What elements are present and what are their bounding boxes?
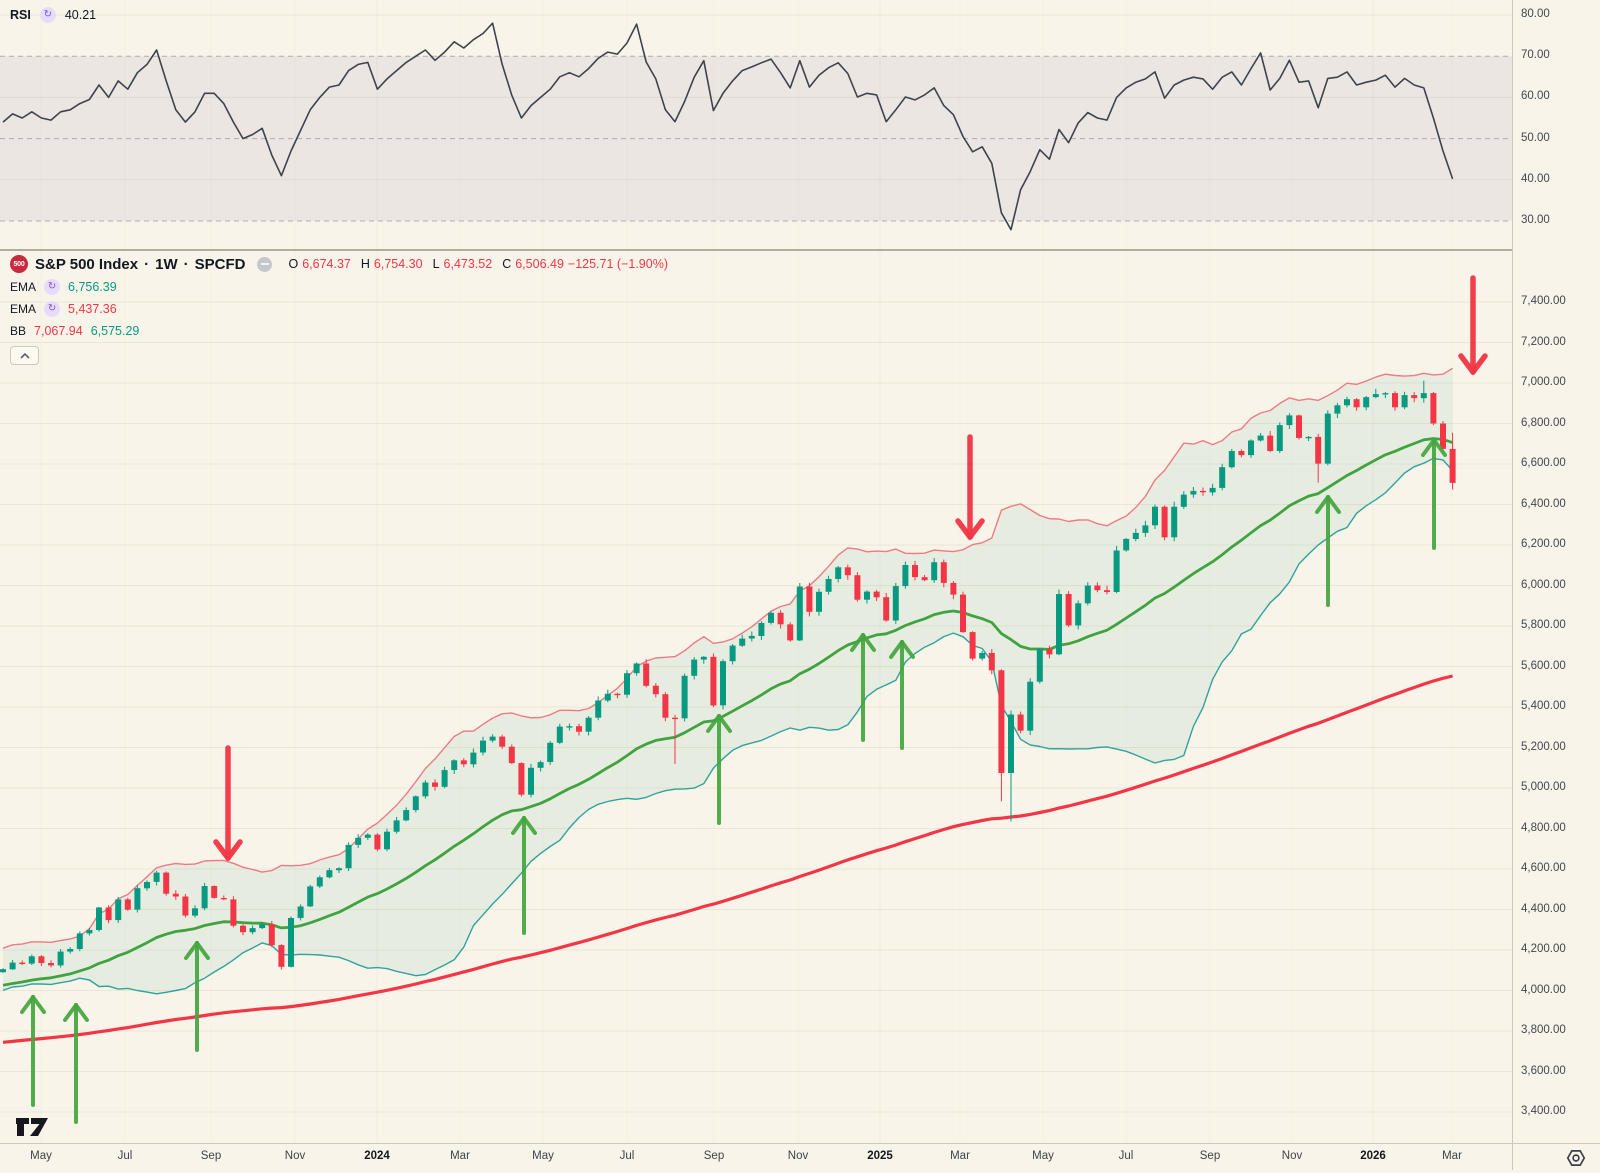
price-axis-tick: 4,400.00 <box>1521 902 1566 915</box>
indicator-row-ema-fast[interactable]: EMA ↻ 6,756.39 <box>10 278 668 295</box>
price-axis-tick: 6,400.00 <box>1521 497 1566 510</box>
symbol-badge-icon: 500 <box>10 255 28 273</box>
axis-settings-button[interactable] <box>1566 1148 1586 1168</box>
price-axis-tick: 6,800.00 <box>1521 416 1566 429</box>
rsi-value: 40.21 <box>64 8 97 22</box>
rsi-axis-tick: 80.00 <box>1521 8 1550 20</box>
time-axis-label: Mar <box>950 1150 970 1162</box>
pane-divider[interactable] <box>0 249 1600 251</box>
tradingview-logo-icon[interactable] <box>14 1115 52 1139</box>
price-axis-tick: 5,600.00 <box>1521 659 1566 672</box>
rsi-label: RSI <box>10 8 31 22</box>
price-axis-tick: 5,200.00 <box>1521 740 1566 753</box>
open-value: 6,674.37 <box>302 257 351 271</box>
time-axis-label: Nov <box>787 1150 809 1162</box>
rsi-legend: RSI ↻ 40.21 <box>10 7 96 23</box>
indicator-row-ema-slow[interactable]: EMA ↻ 5,437.36 <box>10 300 668 317</box>
indicator-label: EMA <box>10 279 37 294</box>
indicator-row-bb[interactable]: BB 7,067.94 6,575.29 <box>10 322 668 339</box>
price-axis-tick: 6,600.00 <box>1521 457 1566 469</box>
price-axis-tick: 4,600.00 <box>1521 862 1566 874</box>
high-value: 6,754.30 <box>373 257 423 271</box>
close-label: C <box>502 257 512 271</box>
time-axis[interactable]: May Jul Sep Nov 2024 Mar May Jul Sep Nov 2025 Mar Ma… <box>0 1144 1600 1170</box>
price-axis[interactable]: USD 6,506.49 80.0070.0060.0050.0040.0030… <box>1512 0 1600 1170</box>
sync-icon[interactable]: ↻ <box>44 278 61 295</box>
price-axis-tick: 3,600.00 <box>1521 1064 1566 1077</box>
time-axis-label: Jul <box>117 1150 133 1162</box>
sync-icon[interactable]: ↻ <box>39 7 56 23</box>
price-axis-tick: 4,200.00 <box>1521 943 1566 955</box>
time-axis-label: Mar <box>450 1150 470 1162</box>
ohlc-readout: O 6,674.37 H 6,754.30 L 6,473.52 C 6,506.49 … <box>282 257 668 271</box>
indicator-value: 6,575.29 <box>90 323 140 338</box>
close-value: 6,506.49 <box>515 257 564 271</box>
time-axis-label: Sep <box>703 1150 725 1162</box>
collapse-pane-button[interactable] <box>10 346 39 365</box>
separator: · <box>144 255 150 273</box>
chart-canvas[interactable] <box>0 0 1512 1143</box>
time-axis-label: Sep <box>1199 1150 1221 1162</box>
time-axis-label: Nov <box>1281 1150 1303 1162</box>
low-value: 6,473.52 <box>443 257 493 271</box>
time-axis-label: May <box>30 1150 52 1162</box>
minimize-icon[interactable] <box>257 256 273 272</box>
time-axis-label: Nov <box>284 1150 306 1162</box>
sync-icon[interactable]: ↻ <box>44 300 61 317</box>
time-axis-label: May <box>1032 1150 1054 1162</box>
indicator-value: 5,437.36 <box>68 301 117 316</box>
price-axis-tick: 4,000.00 <box>1521 983 1566 996</box>
open-label: O <box>288 257 299 271</box>
price-axis-tick: 5,000.00 <box>1521 781 1566 793</box>
high-label: H <box>360 257 370 271</box>
chevron-up-icon <box>19 352 30 359</box>
gear-icon <box>1566 1150 1586 1166</box>
time-axis-label: 2026 <box>1360 1150 1386 1162</box>
rsi-axis-tick: 30.00 <box>1521 214 1550 226</box>
rsi-axis-tick: 50.00 <box>1521 131 1550 144</box>
price-axis-tick: 3,800.00 <box>1521 1024 1566 1036</box>
change-value: −125.71 (−1.90%) <box>567 257 668 271</box>
time-axis-label: May <box>532 1150 554 1162</box>
price-axis-tick: 5,800.00 <box>1521 619 1566 631</box>
time-axis-label: Sep <box>200 1150 222 1162</box>
symbol-name[interactable]: S&P 500 Index <box>35 255 139 273</box>
price-axis-tick: 6,200.00 <box>1521 538 1566 550</box>
time-axis-label: Jul <box>1118 1150 1134 1162</box>
price-axis-tick: 7,400.00 <box>1521 295 1566 307</box>
price-axis-tick: 5,400.00 <box>1521 700 1566 712</box>
price-axis-tick: 7,200.00 <box>1521 335 1566 348</box>
time-axis-label: Mar <box>1442 1150 1462 1162</box>
low-label: L <box>432 257 440 271</box>
price-axis-tick: 3,400.00 <box>1521 1105 1566 1117</box>
time-axis-label: 2025 <box>867 1150 893 1162</box>
price-axis-tick: 7,000.00 <box>1521 376 1566 388</box>
price-axis-tick: 4,800.00 <box>1521 821 1566 834</box>
main-legend: 500 S&P 500 Index · 1W · SPCFD O 6,674.37… <box>10 255 668 365</box>
rsi-axis-tick: 70.00 <box>1521 49 1550 62</box>
symbol-interval[interactable]: 1W <box>155 255 178 273</box>
indicator-label: BB <box>10 323 27 338</box>
symbol-exchange[interactable]: SPCFD <box>194 255 246 273</box>
time-axis-divider <box>0 1143 1600 1144</box>
rsi-axis-tick: 60.00 <box>1521 90 1550 103</box>
time-axis-label: 2024 <box>364 1150 390 1162</box>
separator: · <box>183 255 189 273</box>
rsi-axis-tick: 40.00 <box>1521 172 1550 185</box>
indicator-value: 7,067.94 <box>34 323 83 338</box>
time-axis-label: Jul <box>619 1150 635 1162</box>
price-axis-tick: 6,000.00 <box>1521 578 1566 591</box>
indicator-label: EMA <box>10 301 37 316</box>
indicator-value: 6,756.39 <box>68 279 117 294</box>
